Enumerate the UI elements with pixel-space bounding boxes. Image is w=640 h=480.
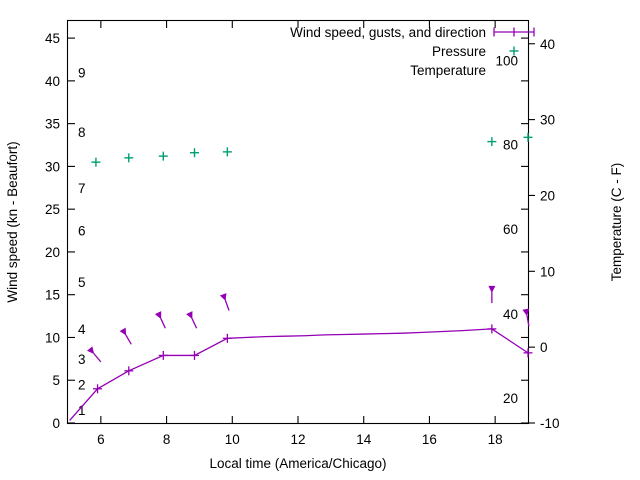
y-tick-label: 10 <box>45 330 60 345</box>
beaufort-label: 9 <box>78 65 86 80</box>
beaufort-label: 5 <box>78 275 86 290</box>
legend-label: Pressure <box>432 44 486 59</box>
fahrenheit-scale-labels: 20 40 60 80 100 <box>495 53 518 406</box>
y-tick-label: 15 <box>45 288 60 303</box>
gust-arrow-head <box>87 346 95 355</box>
x-tick-label: 16 <box>422 432 437 447</box>
y-tick-label: 35 <box>45 117 60 132</box>
gust-arrow-shaft <box>125 334 132 345</box>
fahrenheit-label: 80 <box>503 138 518 153</box>
y2-axis-ticks <box>528 43 535 424</box>
y-axis-labels: 0 5 10 15 20 25 30 35 40 45 <box>45 31 60 431</box>
x-axis-labels: 6 8 10 12 14 16 18 <box>97 432 503 447</box>
beaufort-scale-labels: 1 2 3 4 5 6 7 8 9 <box>78 65 86 418</box>
y-tick-label: 0 <box>52 416 60 431</box>
gust-arrow-head <box>186 311 193 320</box>
x-axis-title: Local time (America/Chicago) <box>209 456 386 471</box>
gust-arrow-head <box>488 285 496 293</box>
beaufort-label: 1 <box>78 403 86 418</box>
plot-frame <box>66 19 530 425</box>
x-tick-label: 14 <box>356 432 372 447</box>
y2-tick-label: 40 <box>540 37 555 52</box>
y-tick-label: 45 <box>45 31 60 46</box>
x-tick-label: 12 <box>290 432 305 447</box>
series-wind-speed <box>69 324 533 421</box>
gust-arrow-head <box>522 308 530 317</box>
beaufort-label: 2 <box>78 378 86 393</box>
beaufort-label: 6 <box>78 224 86 239</box>
x-tick-label: 10 <box>225 432 240 447</box>
y2-tick-label: -10 <box>540 416 560 431</box>
x-tick-label: 6 <box>97 432 105 447</box>
y2-tick-label: 0 <box>540 340 548 355</box>
y2-axis-title: Temperature (C - F) <box>609 163 624 282</box>
beaufort-label: 7 <box>78 181 86 196</box>
legend-label: Wind speed, gusts, and direction <box>290 25 486 40</box>
fahrenheit-label: 100 <box>495 53 518 68</box>
legend-label: Temperature <box>410 63 486 78</box>
y-tick-label: 20 <box>45 245 60 260</box>
gust-arrow-head <box>219 293 227 302</box>
y-tick-label: 40 <box>45 74 60 89</box>
gust-arrow-shaft <box>526 315 530 327</box>
y2-tick-label: 30 <box>540 113 555 128</box>
x-tick-label: 8 <box>163 432 171 447</box>
gust-arrow-shaft <box>224 299 230 311</box>
fahrenheit-label: 60 <box>503 222 518 237</box>
gust-arrow-shaft <box>191 318 198 329</box>
series-pressure <box>91 132 533 167</box>
beaufort-label: 8 <box>78 125 86 140</box>
beaufort-label: 3 <box>78 352 86 367</box>
y-tick-label: 25 <box>45 202 60 217</box>
gust-arrow-shaft <box>93 352 102 363</box>
beaufort-label: 4 <box>78 322 86 337</box>
y-tick-label: 5 <box>52 373 60 388</box>
y2-tick-label: 10 <box>540 264 555 279</box>
wind-speed-line <box>69 328 529 421</box>
x-tick-label: 18 <box>488 432 503 447</box>
series-gust-arrows <box>87 285 530 363</box>
fahrenheit-label: 40 <box>503 307 518 322</box>
gust-arrow-head <box>154 311 162 320</box>
y-axis-title: Wind speed (kn - Beaufort) <box>5 141 20 302</box>
y-tick-label: 30 <box>45 159 60 174</box>
y-axis-ticks <box>68 37 528 424</box>
gust-arrow-head <box>119 327 127 336</box>
x-axis-ticks <box>100 21 496 423</box>
y2-tick-label: 20 <box>540 188 555 203</box>
y2-axis-labels: -10 0 10 20 30 40 <box>540 37 560 431</box>
fahrenheit-label: 20 <box>503 391 518 406</box>
chart-legend: Wind speed, gusts, and direction Pressure… <box>290 25 535 78</box>
gust-arrow-shaft <box>160 318 166 329</box>
